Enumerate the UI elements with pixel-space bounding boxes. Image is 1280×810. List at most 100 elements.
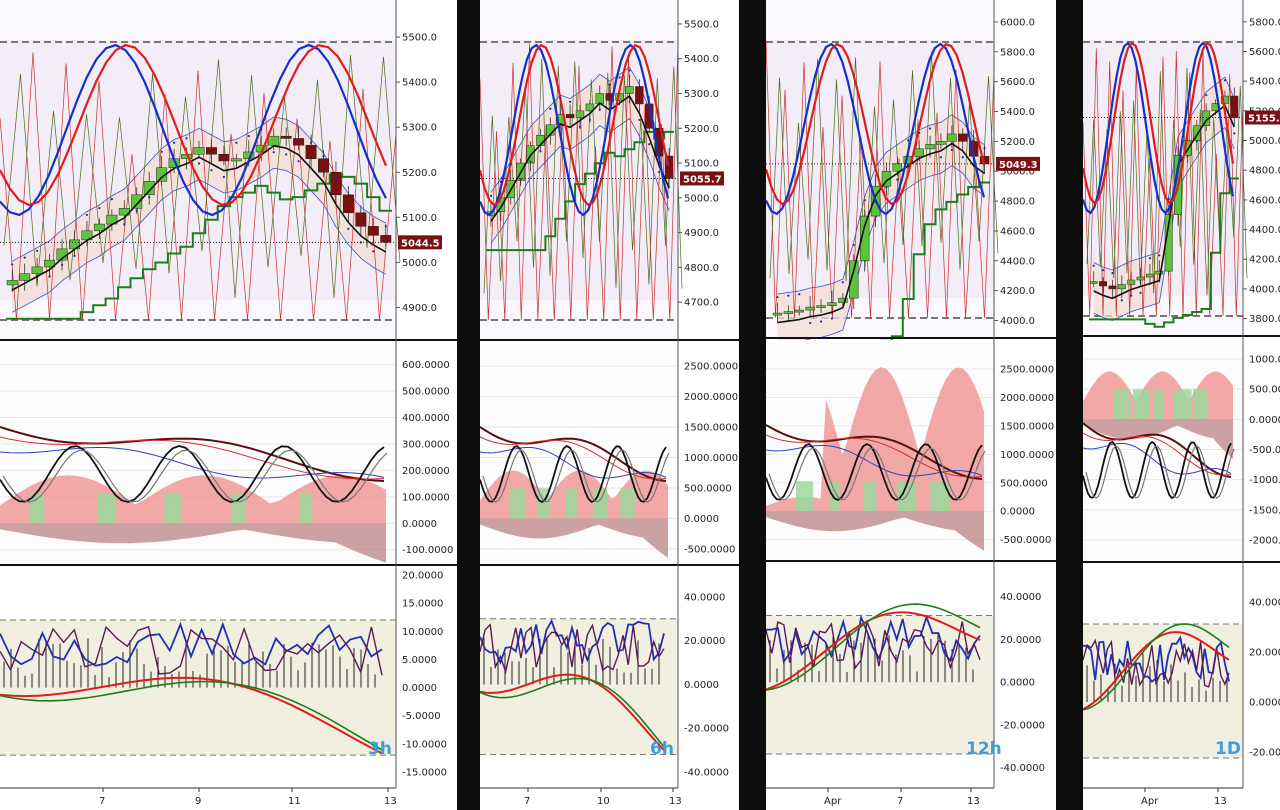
middle-tick-label: 2000.0000 — [684, 392, 738, 403]
sar-dot — [972, 139, 975, 142]
sar-dot — [1148, 257, 1152, 260]
sar-dot — [618, 76, 621, 79]
candle-down — [218, 153, 230, 162]
sar-dot — [950, 148, 953, 151]
candle-up — [625, 86, 634, 94]
price-tick-label: 5100.0 — [684, 159, 719, 170]
middle-tick-label: 500.0000 — [1249, 385, 1280, 396]
candle-down — [635, 86, 644, 105]
zigzag-line-olive — [483, 58, 683, 294]
sar-dot — [569, 100, 572, 103]
price-band-fill — [490, 67, 670, 244]
oscillator-red-line — [480, 673, 665, 751]
oscillator-blue-line — [766, 614, 981, 664]
macd-line-gray — [1085, 445, 1235, 499]
candle-down — [342, 194, 354, 214]
price-tick-label: 4800.0 — [1249, 166, 1280, 177]
histogram-negative-area — [480, 518, 668, 558]
middle-tick-label: 0.0000 — [402, 519, 437, 530]
sar-dot — [648, 143, 651, 146]
timeframe-label: 6h — [650, 739, 674, 759]
candle-up — [936, 141, 946, 145]
price-tick-label: 3800.0 — [1249, 314, 1280, 325]
candle-up — [925, 144, 935, 150]
sar-dot — [1120, 299, 1123, 302]
sar-dot — [874, 200, 877, 204]
candle-down — [330, 172, 342, 196]
sar-dot — [509, 163, 512, 166]
candle-up — [44, 259, 56, 268]
upper-band-line — [1093, 76, 1235, 271]
lower-tick-label: 40.0000 — [1249, 598, 1280, 609]
macd-line-black — [766, 442, 983, 502]
zigzag-line-olive — [769, 51, 999, 282]
signal-line-red — [0, 436, 385, 480]
overlay-blue-line — [480, 43, 670, 217]
price-tick-label: 5400.0 — [684, 54, 719, 65]
lower-tick-label: 5.0000 — [402, 655, 437, 666]
sar-dot — [123, 223, 126, 226]
signal-line-blue — [766, 445, 983, 477]
candle-up — [31, 266, 43, 274]
sar-dot — [197, 162, 201, 165]
sar-dot — [539, 150, 542, 153]
candle-down — [1099, 281, 1107, 287]
sar-dot — [1111, 272, 1114, 275]
candle-up — [838, 297, 848, 303]
sar-dot — [830, 317, 834, 320]
sar-dot — [210, 169, 213, 172]
sar-dot — [1205, 93, 1208, 97]
price-tick-label: 4200.0 — [1000, 286, 1035, 297]
overlay-red-line — [0, 43, 388, 207]
x-tick-label: Apr — [1141, 796, 1159, 807]
candle-up — [19, 273, 31, 281]
histogram-positive-block — [537, 488, 550, 519]
macd-line-black — [1083, 440, 1232, 500]
sar-dot — [499, 180, 502, 183]
price-tick-label: 5000.0 — [1249, 136, 1280, 147]
macd-line-gray — [768, 447, 986, 501]
price-band-fill — [777, 114, 985, 345]
lower-tick-label: -40.0000 — [684, 768, 729, 779]
signal-line-dark — [0, 426, 385, 482]
sar-dot — [36, 249, 39, 253]
sar-dot — [918, 131, 921, 135]
lower-tick-label: 15.0000 — [402, 599, 443, 610]
oscillator-green-line — [1083, 623, 1230, 711]
sar-dot — [667, 161, 671, 164]
candle-down — [1108, 285, 1117, 290]
sar-dot — [588, 118, 591, 122]
price-tick-label: 4400.0 — [1000, 256, 1035, 267]
middle-tick-label: -1000.0000 — [1249, 475, 1280, 486]
candle-up — [849, 260, 859, 299]
candle-down — [318, 158, 329, 173]
candle-up — [1221, 95, 1229, 104]
price-tick-label: 4900.0 — [402, 303, 437, 314]
candle-up — [575, 110, 585, 119]
candle-up — [1136, 276, 1145, 281]
histogram-positive-block — [1113, 389, 1131, 420]
sar-dot — [322, 155, 325, 158]
histogram-positive-block — [298, 493, 313, 524]
chart-panel-3h: 4900.0 5000.0 5100.0 5200.0 5300.0 5400.0 5500… — [0, 0, 457, 810]
last-price-tag — [1245, 110, 1280, 125]
chart-panel-12h: 4000.0 4200.0 4400.0 4600.0 4800.0 5000.0 5200… — [766, 0, 1056, 810]
candle-down — [293, 138, 305, 146]
price-tick-label: 5600.0 — [1000, 77, 1035, 88]
zigzag-line-red — [480, 42, 679, 321]
oscillator-red-line — [0, 676, 383, 755]
price-tick-label: 5100.0 — [402, 213, 437, 224]
lower-tick-label: 0.0000 — [402, 683, 437, 694]
sar-dot — [809, 321, 812, 325]
chart-panel-1d: 3800.0 4000.0 4200.0 4400.0 4600.0 4800.0 5000… — [1083, 0, 1280, 810]
price-tick-label: 5300.0 — [402, 123, 437, 134]
histogram-positive-block — [164, 493, 181, 524]
x-tick-label: 13 — [384, 796, 397, 807]
candle-up — [783, 311, 794, 314]
lower-tick-label: 0.0000 — [1249, 698, 1280, 709]
sar-dot — [489, 194, 493, 197]
support-step-line — [6, 173, 392, 320]
sar-dot — [798, 293, 801, 296]
middle-tick-label: 200.0000 — [402, 466, 450, 477]
overlay-red-line — [480, 43, 670, 207]
